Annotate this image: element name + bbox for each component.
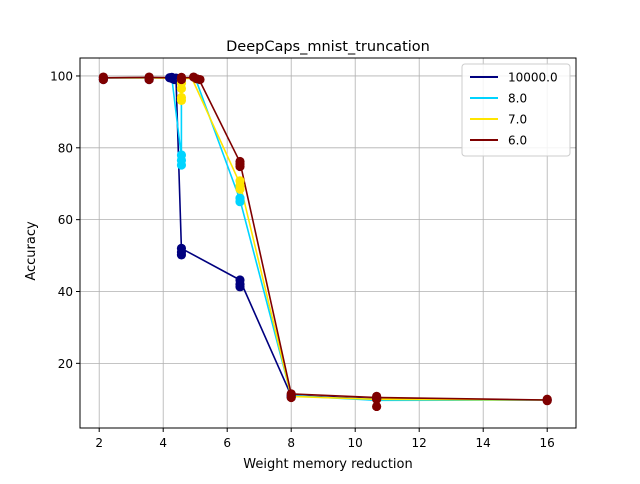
- y-tick-label: 80: [58, 141, 73, 155]
- data-point: [176, 250, 187, 260]
- data-point: [195, 74, 205, 85]
- x-tick-label: 6: [223, 436, 231, 450]
- data-point: [235, 197, 245, 207]
- legend-label: 8.0: [508, 92, 527, 106]
- chart-title: DeepCaps_mnist_truncation: [226, 39, 430, 55]
- x-tick-label: 10: [348, 436, 363, 450]
- data-point: [98, 74, 108, 85]
- data-point: [176, 83, 187, 94]
- x-axis-label: Weight memory reduction: [243, 457, 412, 472]
- data-point: [176, 160, 187, 170]
- data-point: [176, 74, 187, 85]
- data-point: [144, 74, 154, 85]
- legend-label: 7.0: [508, 113, 527, 127]
- data-point: [372, 401, 382, 412]
- legend-label: 10000.0: [508, 71, 558, 85]
- data-point: [542, 396, 552, 406]
- y-tick-label: 60: [58, 213, 73, 227]
- x-tick-label: 8: [287, 436, 295, 450]
- x-tick-label: 12: [412, 436, 427, 450]
- y-tick-label: 20: [58, 357, 73, 371]
- x-tick-label: 2: [95, 436, 103, 450]
- data-point: [286, 392, 296, 403]
- data-point: [176, 95, 187, 105]
- y-axis-label: Accuracy: [24, 221, 39, 281]
- x-tick-label: 16: [540, 436, 555, 450]
- tick-layer: 2 4 6 8 10 12 14 16 20 40 60 80 100: [50, 69, 555, 450]
- legend-label: 6.0: [508, 134, 527, 148]
- y-tick-label: 100: [50, 69, 73, 83]
- legend-box: [461, 63, 571, 157]
- data-point: [235, 184, 245, 194]
- data-point: [372, 394, 382, 404]
- data-point: [235, 282, 245, 292]
- data-point: [235, 161, 245, 172]
- plot-layer: [98, 72, 552, 412]
- y-tick-label: 40: [58, 285, 73, 299]
- axes-frame: [79, 57, 577, 429]
- legend: 10000.0 8.0 7.0 6.0: [461, 63, 571, 157]
- x-tick-label: 4: [159, 436, 167, 450]
- x-tick-label: 14: [476, 436, 491, 450]
